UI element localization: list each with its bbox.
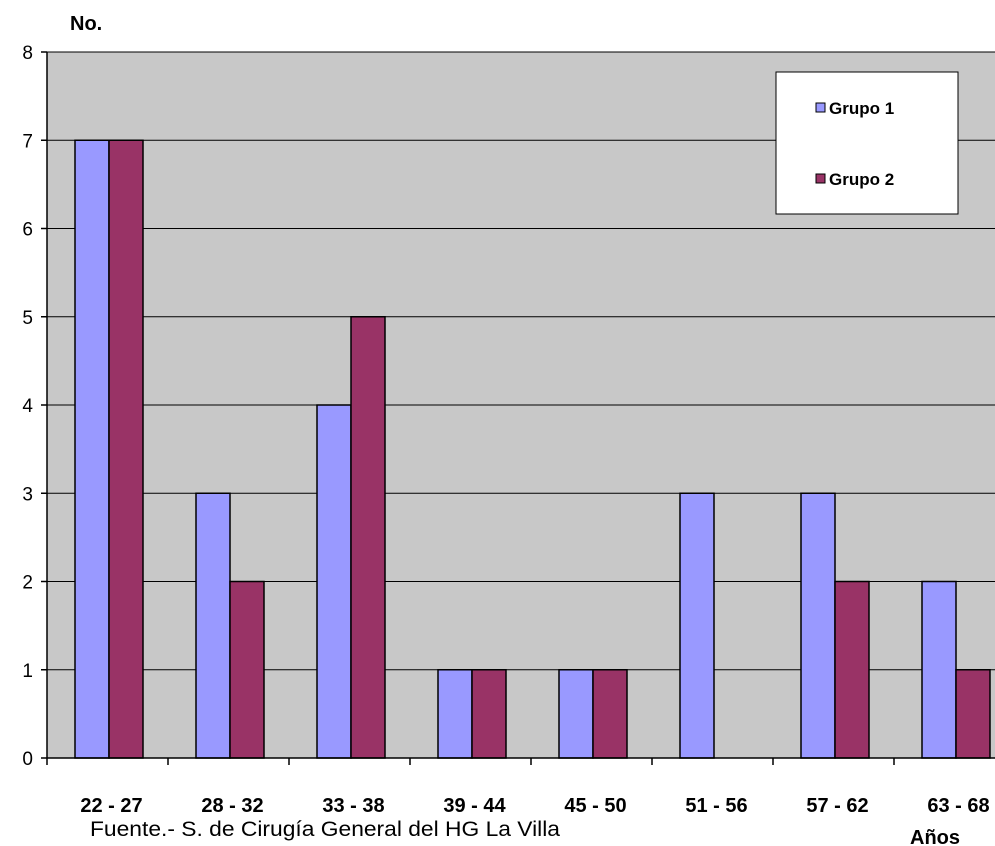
y-tick-label-2: 2 <box>22 573 33 594</box>
bar-grupo-2-57-62 <box>834 580 870 759</box>
bar-grupo-1-22-27 <box>74 139 110 759</box>
legend-swatch-grupo-1 <box>815 102 826 113</box>
bar-grupo-2-22-27 <box>108 139 144 759</box>
y-ticks: 0 1 2 3 4 5 6 7 8 <box>22 43 47 770</box>
legend-label-grupo-1: Grupo 1 <box>829 99 894 118</box>
legend-box <box>775 71 959 215</box>
bar-grupo-2-63-68 <box>955 669 991 759</box>
x-axis-title: Años <box>910 827 960 846</box>
bar-grupo-1-51-56 <box>679 492 715 759</box>
x-tick-label-0: 22 - 27 <box>80 795 142 817</box>
y-tick-label-5: 5 <box>22 308 33 329</box>
x-tick-label-6: 57 - 62 <box>806 795 868 817</box>
y-tick-label-3: 3 <box>22 484 33 505</box>
bar-grupo-2-28-32 <box>229 580 265 759</box>
bar-grupo-1-63-68 <box>921 580 957 759</box>
bars <box>74 139 991 759</box>
y-tick-label-1: 1 <box>22 661 33 682</box>
bar-grupo-2-39-44 <box>471 669 507 759</box>
source-note: Fuente.- S. de Cirugía General del HG La… <box>90 818 560 841</box>
y-tick-label-4: 4 <box>22 396 33 417</box>
bar-grupo-2-33-38 <box>350 316 386 759</box>
bar-grupo-1-45-50 <box>558 669 594 759</box>
y-axis-title: No. <box>70 13 102 35</box>
x-ticks: 22 - 27 28 - 32 33 - 38 39 - 44 45 - 50 51 - … <box>46 758 990 817</box>
bar-grupo-2-45-50 <box>592 669 628 759</box>
x-tick-label-3: 39 - 44 <box>443 795 506 817</box>
bar-grupo-1-28-32 <box>195 492 231 759</box>
bar-grupo-1-33-38 <box>316 404 352 759</box>
y-tick-label-7: 7 <box>22 131 33 152</box>
legend-swatch-grupo-2 <box>815 173 826 184</box>
x-tick-label-5: 51 - 56 <box>685 795 747 817</box>
legend: Grupo 1 Grupo 2 <box>775 71 959 215</box>
x-tick-label-7: 63 - 68 <box>927 795 989 817</box>
y-tick-label-0: 0 <box>22 749 33 770</box>
x-tick-label-4: 45 - 50 <box>564 795 626 817</box>
y-tick-label-8: 8 <box>22 43 33 64</box>
y-tick-label-6: 6 <box>22 220 33 241</box>
x-tick-label-1: 28 - 32 <box>201 795 263 817</box>
legend-label-grupo-2: Grupo 2 <box>829 170 894 189</box>
x-tick-label-2: 33 - 38 <box>322 795 384 817</box>
bar-grupo-1-39-44 <box>437 669 473 759</box>
bar-grupo-1-57-62 <box>800 492 836 759</box>
